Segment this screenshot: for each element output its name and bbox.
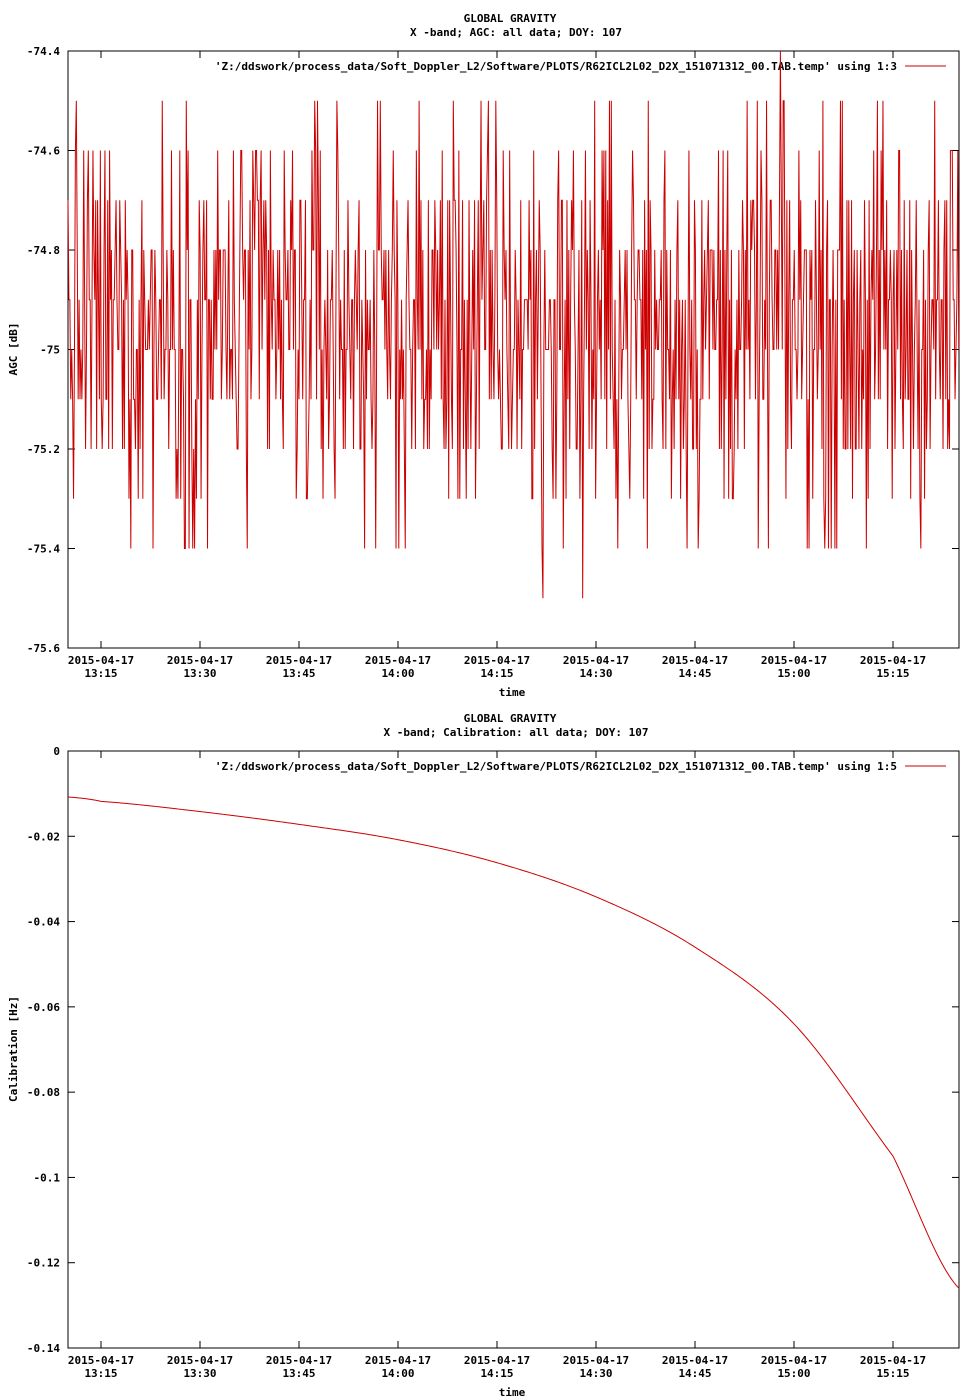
calibration-legend-label: 'Z:/ddswork/process_data/Soft_Doppler_L2… [215,760,897,773]
calibration-y-axis: 0 -0.02 -0.04 -0.06 -0.08 -0.1 -0.12 -0.14 [27,745,959,1355]
x-tick-date-label: 2015-04-17 [860,1354,926,1367]
y-tick-label: -0.08 [27,1086,60,1099]
calibration-y-axis-label: Calibration [Hz] [7,996,20,1102]
x-tick-date-label: 2015-04-17 [365,654,431,667]
y-tick-label: -75 [40,344,60,357]
agc-x-axis: 2015-04-1713:152015-04-1713:302015-04-17… [68,51,926,680]
agc-x-axis-label: time [499,686,526,699]
x-tick-time-label: 13:30 [183,667,216,680]
y-tick-label: -75.6 [27,642,60,655]
calibration-x-axis-label: time [499,1386,526,1399]
y-tick-label: -74.6 [27,145,60,158]
y-tick-label: -0.12 [27,1257,60,1270]
x-tick-date-label: 2015-04-17 [662,654,728,667]
x-tick-date-label: 2015-04-17 [761,654,827,667]
x-tick-time-label: 14:00 [381,1367,414,1380]
calibration-chart-subtitle: X -band; Calibration: all data; DOY: 107 [384,726,649,739]
y-tick-label: -75.2 [27,443,60,456]
x-tick-date-label: 2015-04-17 [464,1354,530,1367]
x-tick-date-label: 2015-04-17 [167,654,233,667]
x-tick-time-label: 13:30 [183,1367,216,1380]
calibration-chart: GLOBAL GRAVITY X -band; Calibration: all… [7,712,960,1399]
x-tick-time-label: 15:15 [876,667,909,680]
y-tick-label: -0.14 [27,1342,60,1355]
x-tick-time-label: 14:15 [480,1367,513,1380]
agc-y-axis-label: AGC [dB] [7,323,20,376]
x-tick-date-label: 2015-04-17 [464,654,530,667]
x-tick-date-label: 2015-04-17 [563,654,629,667]
x-tick-time-label: 15:00 [777,1367,810,1380]
y-tick-label: -0.02 [27,830,60,843]
x-tick-date-label: 2015-04-17 [365,1354,431,1367]
x-tick-time-label: 14:30 [579,1367,612,1380]
x-tick-time-label: 14:45 [678,667,711,680]
x-tick-date-label: 2015-04-17 [860,654,926,667]
calibration-plot-frame [67,750,960,1349]
agc-chart: GLOBAL GRAVITY X -band; AGC: all data; D… [7,12,960,699]
calibration-chart-title: GLOBAL GRAVITY [464,712,557,725]
agc-y-axis: -74.4 -74.6 -74.8 -75 -75.2 -75.4 -75.6 [27,45,959,655]
x-tick-date-label: 2015-04-17 [68,1354,134,1367]
x-tick-time-label: 13:45 [282,1367,315,1380]
x-tick-date-label: 2015-04-17 [761,1354,827,1367]
y-tick-label: -0.04 [27,916,60,929]
calibration-series-line [67,796,960,1289]
x-tick-date-label: 2015-04-17 [563,1354,629,1367]
x-tick-time-label: 14:15 [480,667,513,680]
x-tick-time-label: 15:00 [777,667,810,680]
x-tick-time-label: 14:00 [381,667,414,680]
x-tick-date-label: 2015-04-17 [266,654,332,667]
calibration-x-axis: 2015-04-1713:152015-04-1713:302015-04-17… [68,751,926,1380]
agc-legend-label: 'Z:/ddswork/process_data/Soft_Doppler_L2… [215,60,897,73]
agc-chart-title: GLOBAL GRAVITY [464,12,557,25]
y-tick-label: -74.4 [27,45,60,58]
x-tick-time-label: 13:15 [84,667,117,680]
x-tick-date-label: 2015-04-17 [662,1354,728,1367]
y-tick-label: -74.8 [27,244,60,257]
x-tick-date-label: 2015-04-17 [68,654,134,667]
x-tick-time-label: 13:45 [282,667,315,680]
x-tick-time-label: 14:30 [579,667,612,680]
x-tick-time-label: 15:15 [876,1367,909,1380]
x-tick-time-label: 13:15 [84,1367,117,1380]
x-tick-time-label: 14:45 [678,1367,711,1380]
y-tick-label: -0.06 [27,1001,60,1014]
x-tick-date-label: 2015-04-17 [266,1354,332,1367]
y-tick-label: 0 [53,745,60,758]
x-tick-date-label: 2015-04-17 [167,1354,233,1367]
agc-series-line [67,50,960,599]
agc-chart-subtitle: X -band; AGC: all data; DOY: 107 [410,26,622,39]
y-tick-label: -0.1 [34,1171,61,1184]
y-tick-label: -75.4 [27,543,60,556]
